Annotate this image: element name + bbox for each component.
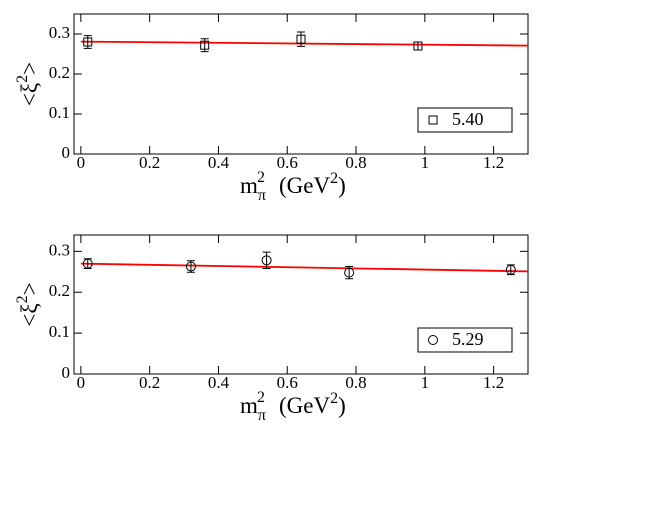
y-tick-label: 0.1	[49, 103, 70, 122]
label-sup: 2	[14, 75, 31, 83]
y-axis-label: <ξ2>	[14, 282, 43, 326]
label-part: <ξ	[17, 83, 42, 106]
label-part: <ξ	[17, 303, 42, 326]
label-part: )	[338, 173, 346, 198]
legend-marker	[428, 335, 438, 345]
x-tick-label: 0.8	[345, 373, 366, 392]
error-bar	[297, 31, 305, 47]
label-part: m	[240, 173, 258, 198]
error-bar	[262, 251, 271, 270]
marker	[296, 34, 306, 44]
error-bar	[186, 260, 195, 273]
label-part: >	[17, 62, 42, 75]
error-bar	[413, 41, 422, 51]
x-axis-label: mπ2 (GeV2)	[240, 389, 346, 424]
y-tick-label: 0	[62, 363, 71, 382]
marker	[261, 255, 272, 266]
label-sup: 2	[330, 170, 338, 187]
x-axis-label: mπ2 (GeV2)	[240, 169, 346, 204]
legend-marker	[428, 115, 438, 125]
x-tick-label: 1.2	[483, 373, 504, 392]
x-tick-label: 0.8	[345, 153, 366, 172]
x-tick-label: 0.4	[208, 153, 230, 172]
legend-box	[417, 107, 513, 133]
y-tick-label: 0.1	[49, 322, 70, 341]
y-tick-label: 0.2	[49, 281, 70, 300]
label-sup: 2	[257, 169, 265, 186]
label-sup: 2	[257, 389, 265, 406]
x-tick-label: 0.2	[139, 373, 160, 392]
marker	[344, 267, 355, 278]
y-tick-label: 0.2	[49, 63, 70, 82]
marker	[413, 41, 423, 51]
y-tick-label: 0	[62, 143, 71, 162]
x-tick-label: 0.6	[277, 153, 298, 172]
x-tick-label: 0.2	[139, 153, 160, 172]
x-tick-label: 0	[77, 153, 86, 172]
x-tick-label: 0	[77, 373, 86, 392]
label-sup: 2	[330, 390, 338, 407]
x-tick-label: 1.2	[483, 153, 504, 172]
fit-line	[80, 262, 529, 273]
label-sup: 2	[14, 295, 31, 303]
marker	[185, 261, 196, 272]
marker	[82, 258, 93, 269]
legend-box	[417, 327, 513, 353]
marker	[83, 37, 93, 47]
y-tick-label: 0.3	[49, 23, 70, 42]
legend-label: 5.40	[452, 109, 484, 129]
marker	[505, 264, 516, 275]
x-tick-label: 0.4	[208, 373, 230, 392]
label-sub: π	[258, 187, 266, 204]
y-axis-label: <ξ2>	[14, 62, 43, 106]
label-part: >	[17, 282, 42, 295]
label-sub: π	[258, 407, 266, 424]
plot-frame	[73, 234, 529, 375]
label-part: )	[338, 393, 346, 418]
x-tick-label: 1	[421, 373, 430, 392]
plot-frame	[73, 13, 529, 155]
x-tick-label: 1	[421, 153, 430, 172]
legend-label: 5.29	[452, 329, 484, 349]
y-tick-label: 0.3	[49, 240, 70, 259]
label-part: (GeV	[279, 173, 330, 198]
label-part: (GeV	[279, 393, 330, 418]
x-tick-label: 0.6	[277, 373, 298, 392]
marker	[200, 40, 210, 50]
label-part: m	[240, 393, 258, 418]
